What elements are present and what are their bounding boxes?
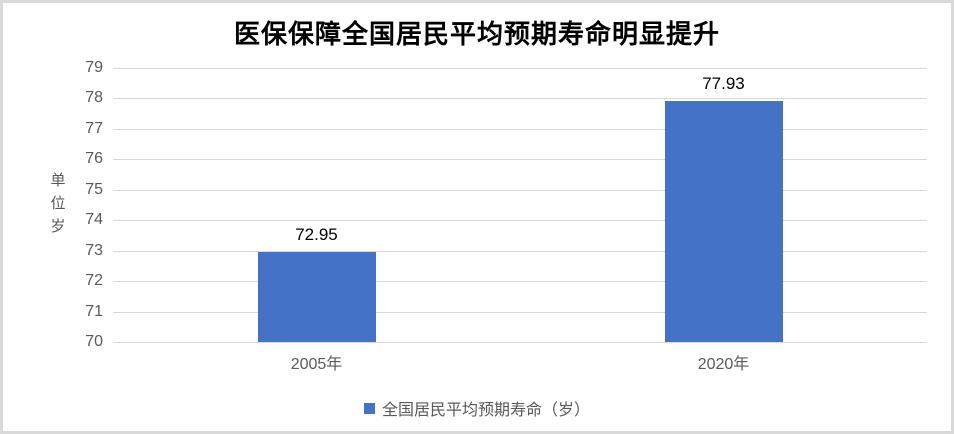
y-tick-label: 77: [85, 119, 103, 137]
y-tick-label: 74: [85, 211, 103, 229]
y-tick-label: 71: [85, 302, 103, 320]
gridline: [113, 98, 927, 100]
legend-marker: [363, 402, 375, 414]
y-tick-label: 79: [85, 59, 103, 76]
data-label-2020年: 77.93: [702, 73, 745, 93]
bar-2005年: [257, 252, 376, 342]
gridline: [113, 159, 927, 161]
y-tick-label: 73: [85, 241, 103, 259]
y-tick-label: 72: [85, 272, 103, 290]
plot-area: 72.95 77.93: [113, 68, 927, 343]
y-tick-label: 78: [85, 89, 103, 107]
legend: 全国居民平均预期寿命（岁）: [3, 396, 951, 420]
chart-title: 医保保障全国居民平均预期寿命明显提升: [233, 19, 720, 49]
gridline: [113, 189, 927, 191]
x-tick-label-2020年: 2020年: [697, 356, 750, 373]
gridline: [113, 220, 927, 222]
gridline: [113, 311, 927, 313]
y-tick-label: 76: [85, 150, 103, 168]
gridline: [113, 281, 927, 283]
y-tick-label: 70: [85, 333, 103, 350]
legend-label: 全国居民平均预期寿命（岁）: [381, 402, 590, 419]
gridline: [113, 250, 927, 252]
bar-2020年: [664, 100, 783, 342]
gridline: [113, 342, 927, 343]
data-label-2005年: 72.95: [295, 225, 338, 245]
y-tick-label: 75: [85, 180, 103, 198]
gridline: [113, 68, 927, 69]
y-axis-title: 单位岁: [50, 172, 66, 235]
gridline: [113, 128, 927, 130]
x-tick-label-2005年: 2005年: [290, 356, 343, 373]
